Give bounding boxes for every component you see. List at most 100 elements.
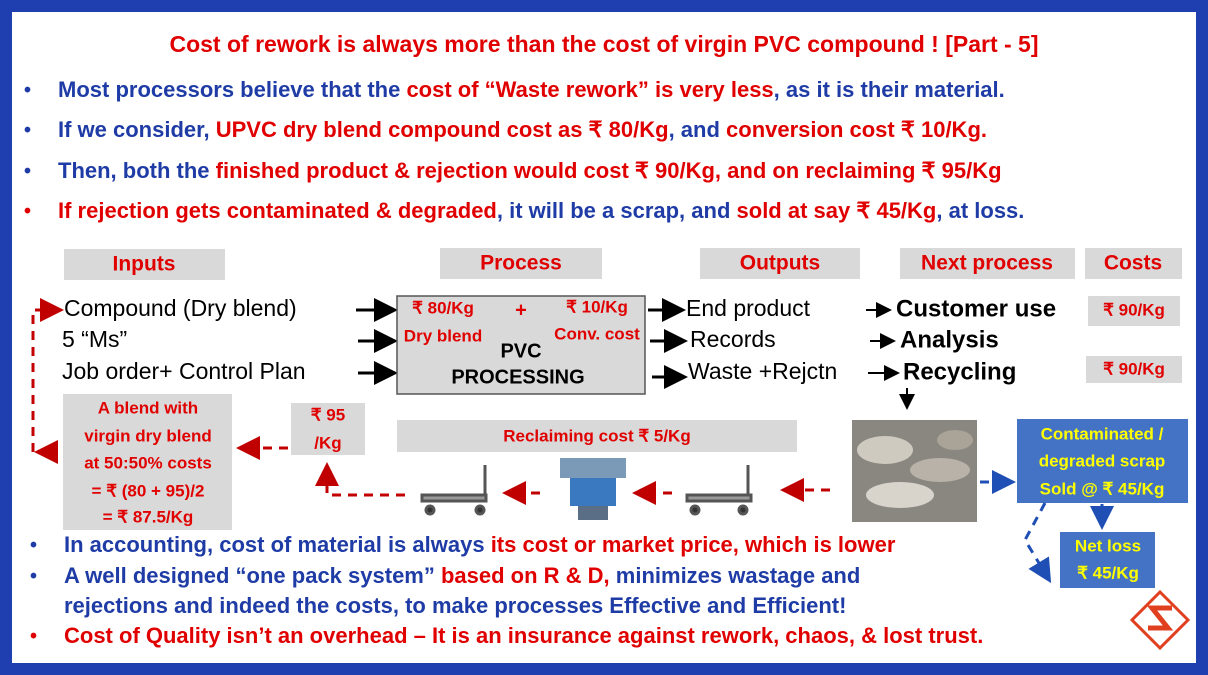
text-segment: If rejection gets contaminated & degrade…: [58, 198, 497, 223]
bullet-dot: •: [30, 565, 37, 587]
input: 5 “Ms”: [62, 326, 127, 352]
bullets-bottom: • In accounting, cost of material is alwa…: [30, 532, 983, 648]
text-segment: , as it is their material.: [774, 77, 1005, 102]
input: Job order+ Control Plan: [62, 358, 306, 384]
scrap-box: [1017, 419, 1188, 503]
bullet-text: If rejection gets contaminated & degrade…: [58, 198, 1024, 223]
text-segment: Then, both the: [58, 158, 216, 183]
box-line: = ₹ 87.5/Kg: [103, 507, 194, 526]
output: Waste +Rejctn: [688, 358, 837, 384]
blend-text: A blend with virgin dry blend at 50:50% co…: [84, 398, 212, 526]
next-process: Analysis: [900, 326, 999, 353]
bullet-text: rejections and indeed the costs, to make…: [64, 593, 846, 618]
arrow: [1023, 502, 1052, 584]
text-segment: , it will be a scrap, and: [497, 198, 737, 223]
box-line: ₹ 95: [311, 405, 345, 424]
process-text: Conv. cost: [554, 324, 640, 343]
header: Costs: [1104, 252, 1162, 275]
reclaiming-box: [397, 420, 797, 452]
bullet-text: Cost of Quality isn’t an overhead – It i…: [64, 623, 983, 648]
bullet-dot: •: [24, 119, 31, 141]
text-segment: Most processors believe that the: [58, 77, 406, 102]
box-line: /Kg: [314, 433, 341, 452]
input: Compound (Dry blend): [64, 295, 297, 321]
net-loss-box: [1060, 532, 1155, 588]
arrow: [315, 462, 405, 497]
box-line: A blend with: [98, 398, 198, 417]
box-line: = ₹ (80 + 95)/2: [92, 481, 205, 500]
header: Inputs: [113, 253, 176, 276]
process-text: +: [515, 299, 527, 321]
cost-box: [1086, 356, 1182, 383]
return-arrow: [31, 308, 60, 454]
box-line: Contaminated /: [1041, 424, 1164, 443]
title: Cost of rework is always more than the c…: [169, 31, 1038, 57]
bullet-dot: •: [24, 160, 31, 182]
bullet-dot: •: [24, 79, 31, 101]
net-loss-text: Net loss ₹ 45/Kg: [1075, 536, 1141, 582]
text-segment: its cost or market price, which is lower: [491, 532, 896, 557]
box-line: degraded scrap: [1039, 451, 1166, 470]
header: Outputs: [740, 252, 820, 275]
cart-icon: [420, 465, 488, 516]
header-box: [64, 249, 225, 280]
text-segment: based on R & D,: [441, 563, 610, 588]
cost: ₹ 90/Kg: [1103, 300, 1165, 319]
cost-box: [1088, 296, 1180, 326]
text-segment: cost of “Waste rework” is very less: [406, 77, 773, 102]
process-text: ₹ 10/Kg: [566, 297, 628, 316]
process-text: ₹ 80/Kg: [412, 298, 474, 317]
box-line: virgin dry blend: [84, 426, 212, 445]
process-text: Dry blend: [404, 326, 482, 345]
bullet-text: A well designed “one pack system” based …: [64, 563, 860, 588]
reclaiming: Reclaiming cost ₹ 5/Kg: [503, 426, 690, 445]
process-name: PVC: [500, 340, 541, 362]
bullet-text: In accounting, cost of material is alway…: [64, 532, 896, 557]
text-segment: finished product & rejection would cost …: [216, 158, 1002, 183]
next-process: Recycling: [903, 358, 1016, 385]
reclaimed-box: [291, 403, 365, 455]
output: Records: [690, 326, 776, 352]
header-box: [440, 248, 602, 279]
box-line: Sold @ ₹ 45/Kg: [1040, 479, 1165, 498]
text-segment: In accounting, cost of material is alway…: [64, 532, 491, 557]
crusher-icon: [560, 458, 626, 520]
scrap-text: Contaminated / degraded scrap Sold @ ₹ 45/…: [1039, 424, 1166, 498]
box-line: at 50:50% costs: [84, 453, 212, 472]
bullet-dot: •: [24, 200, 31, 222]
box-line: Net loss: [1075, 536, 1141, 555]
blend-box: [63, 394, 232, 530]
text-segment: rejections and indeed the costs, to make…: [64, 593, 846, 618]
text-segment: , at loss.: [936, 198, 1024, 223]
text-segment: If we consider,: [58, 117, 216, 142]
header: Process: [480, 252, 562, 275]
reclaimed-text: ₹ 95/Kg: [311, 405, 345, 452]
bullet-text: Most processors believe that the cost of…: [58, 77, 1005, 102]
next-process: Customer use: [896, 295, 1056, 322]
cart-icon: [685, 465, 753, 516]
scrap-photo: [852, 420, 977, 522]
header-box: [900, 248, 1075, 279]
text-segment: Cost of Quality isn’t an overhead – It i…: [64, 623, 983, 648]
text-segment: A well designed “one pack system”: [64, 563, 441, 588]
text-segment: minimizes wastage and: [610, 563, 861, 588]
text-segment: conversion cost ₹ 10/Kg.: [726, 117, 987, 142]
process-name: PROCESSING: [451, 366, 584, 388]
text-segment: UPVC dry blend compound cost as ₹ 80/Kg: [216, 117, 669, 142]
box-line: ₹ 45/Kg: [1077, 563, 1139, 582]
text-segment: sold at say ₹ 45/Kg: [737, 198, 937, 223]
output: End product: [686, 295, 811, 321]
process-box: [396, 295, 646, 395]
cost: ₹ 90/Kg: [1103, 359, 1165, 378]
header-box: [1085, 248, 1182, 279]
bullets-top: • Most processors believe that the cost o…: [24, 77, 1024, 223]
bullet-dot: •: [30, 534, 37, 556]
logo: [1129, 589, 1191, 651]
header: Next process: [921, 252, 1053, 275]
header-box: [700, 248, 860, 279]
bullet-text: Then, both the finished product & reject…: [58, 158, 1002, 183]
bullet-text: If we consider, UPVC dry blend compound …: [58, 117, 987, 142]
text-segment: , and: [669, 117, 726, 142]
bullet-dot: •: [30, 625, 37, 647]
